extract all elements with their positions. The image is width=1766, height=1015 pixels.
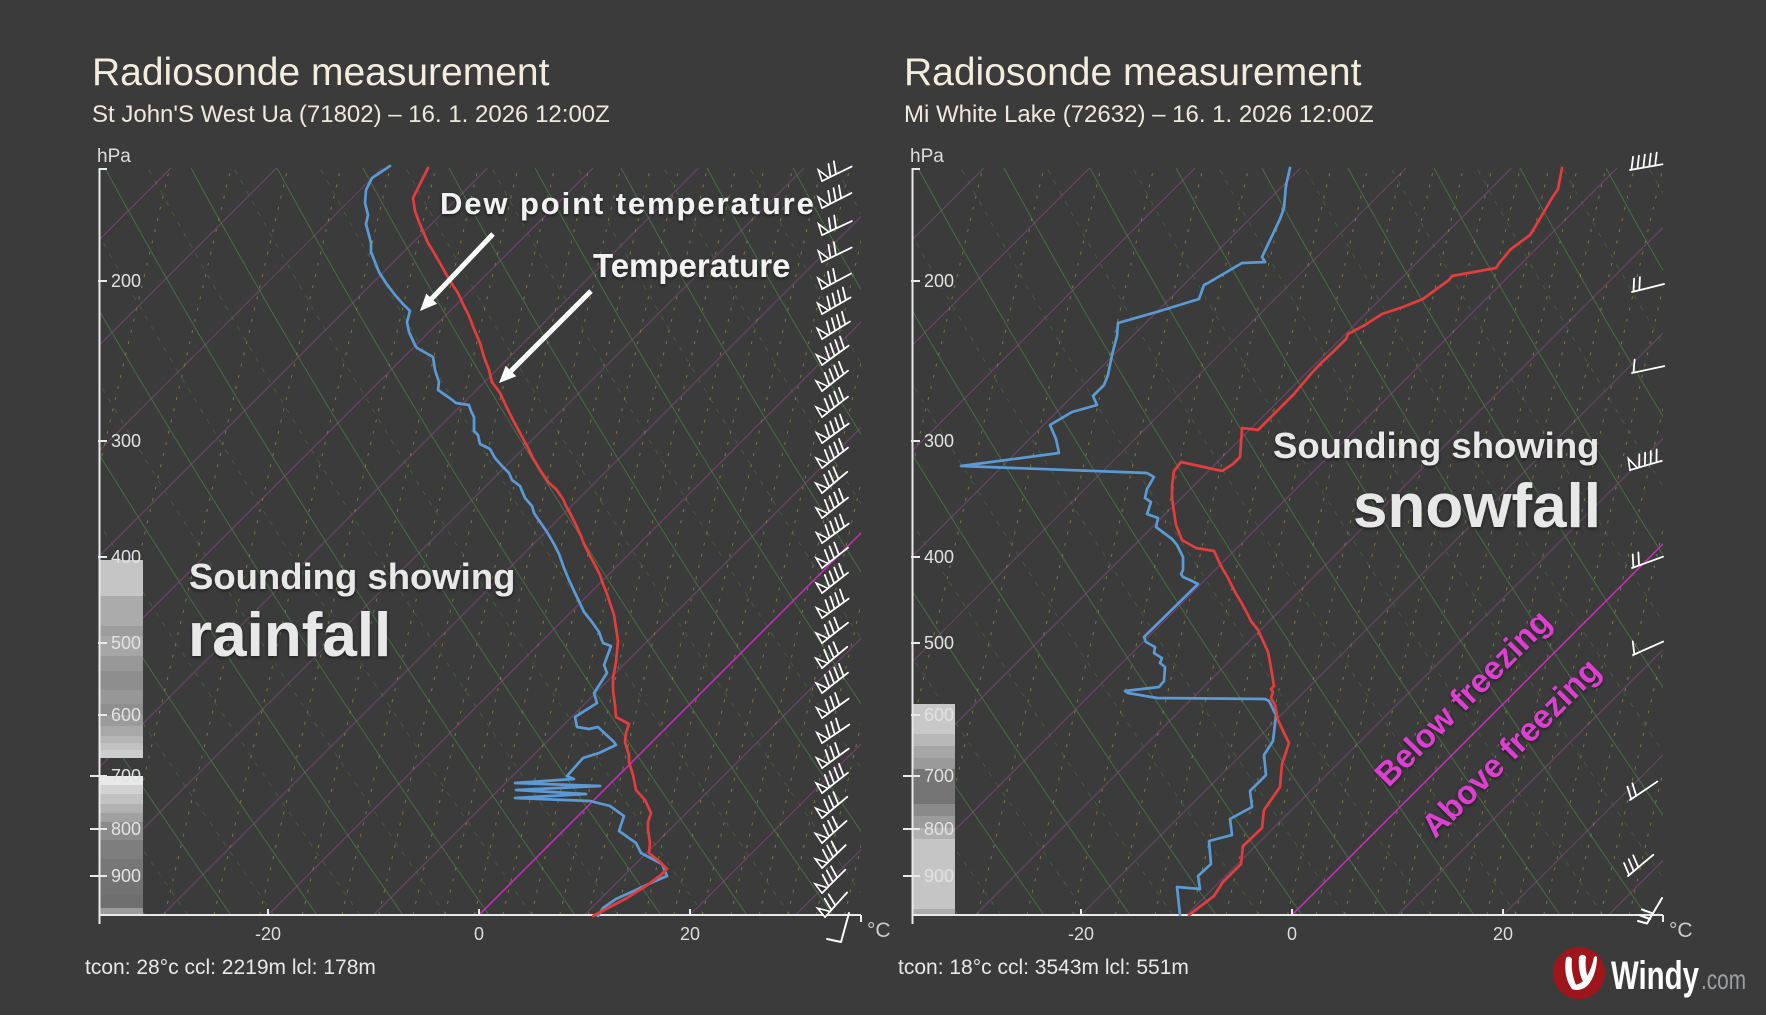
svg-text:800: 800 (111, 819, 141, 839)
svg-text:Windy: Windy (1611, 954, 1700, 998)
svg-text:.com: .com (1701, 964, 1746, 995)
svg-text:-20: -20 (255, 924, 281, 944)
svg-text:°C: °C (1669, 919, 1693, 942)
svg-text:Radiosonde measurement: Radiosonde measurement (904, 51, 1362, 94)
svg-text:500: 500 (111, 633, 141, 653)
svg-text:600: 600 (111, 705, 141, 725)
svg-text:0: 0 (474, 924, 484, 944)
svg-text:Temperature: Temperature (593, 247, 790, 284)
svg-text:0: 0 (1287, 924, 1297, 944)
svg-text:Sounding showing: Sounding showing (1273, 425, 1599, 466)
svg-text:St John'S West Ua (71802) – 16: St John'S West Ua (71802) – 16. 1. 2026 … (92, 101, 610, 128)
svg-text:200: 200 (111, 271, 141, 291)
svg-text:20: 20 (1493, 924, 1513, 944)
svg-text:400: 400 (111, 547, 141, 567)
svg-text:tcon: 18°c ccl: 3543m lcl: 551: tcon: 18°c ccl: 3543m lcl: 551m (898, 956, 1189, 979)
svg-text:600: 600 (924, 705, 954, 725)
svg-text:300: 300 (111, 431, 141, 451)
svg-text:-20: -20 (1068, 924, 1094, 944)
svg-text:snowfall: snowfall (1353, 472, 1601, 541)
svg-text:500: 500 (924, 633, 954, 653)
svg-text:200: 200 (924, 271, 954, 291)
svg-text:hPa: hPa (97, 146, 131, 167)
svg-text:Sounding showing: Sounding showing (189, 556, 515, 597)
svg-text:700: 700 (111, 766, 141, 786)
svg-text:Radiosonde measurement: Radiosonde measurement (92, 51, 550, 94)
svg-text:400: 400 (924, 547, 954, 567)
svg-text:Mi White Lake (72632) – 16. 1.: Mi White Lake (72632) – 16. 1. 2026 12:0… (904, 101, 1374, 128)
svg-text:300: 300 (924, 431, 954, 451)
svg-text:900: 900 (924, 866, 954, 886)
svg-text:800: 800 (924, 819, 954, 839)
svg-text:700: 700 (924, 766, 954, 786)
svg-text:20: 20 (680, 924, 700, 944)
svg-text:hPa: hPa (910, 146, 944, 167)
svg-text:Dew point temperature: Dew point temperature (440, 186, 816, 221)
svg-text:°C: °C (867, 919, 891, 942)
svg-text:rainfall: rainfall (188, 601, 391, 670)
svg-text:900: 900 (111, 866, 141, 886)
svg-text:tcon: 28°c ccl: 2219m lcl: 178: tcon: 28°c ccl: 2219m lcl: 178m (85, 956, 376, 979)
